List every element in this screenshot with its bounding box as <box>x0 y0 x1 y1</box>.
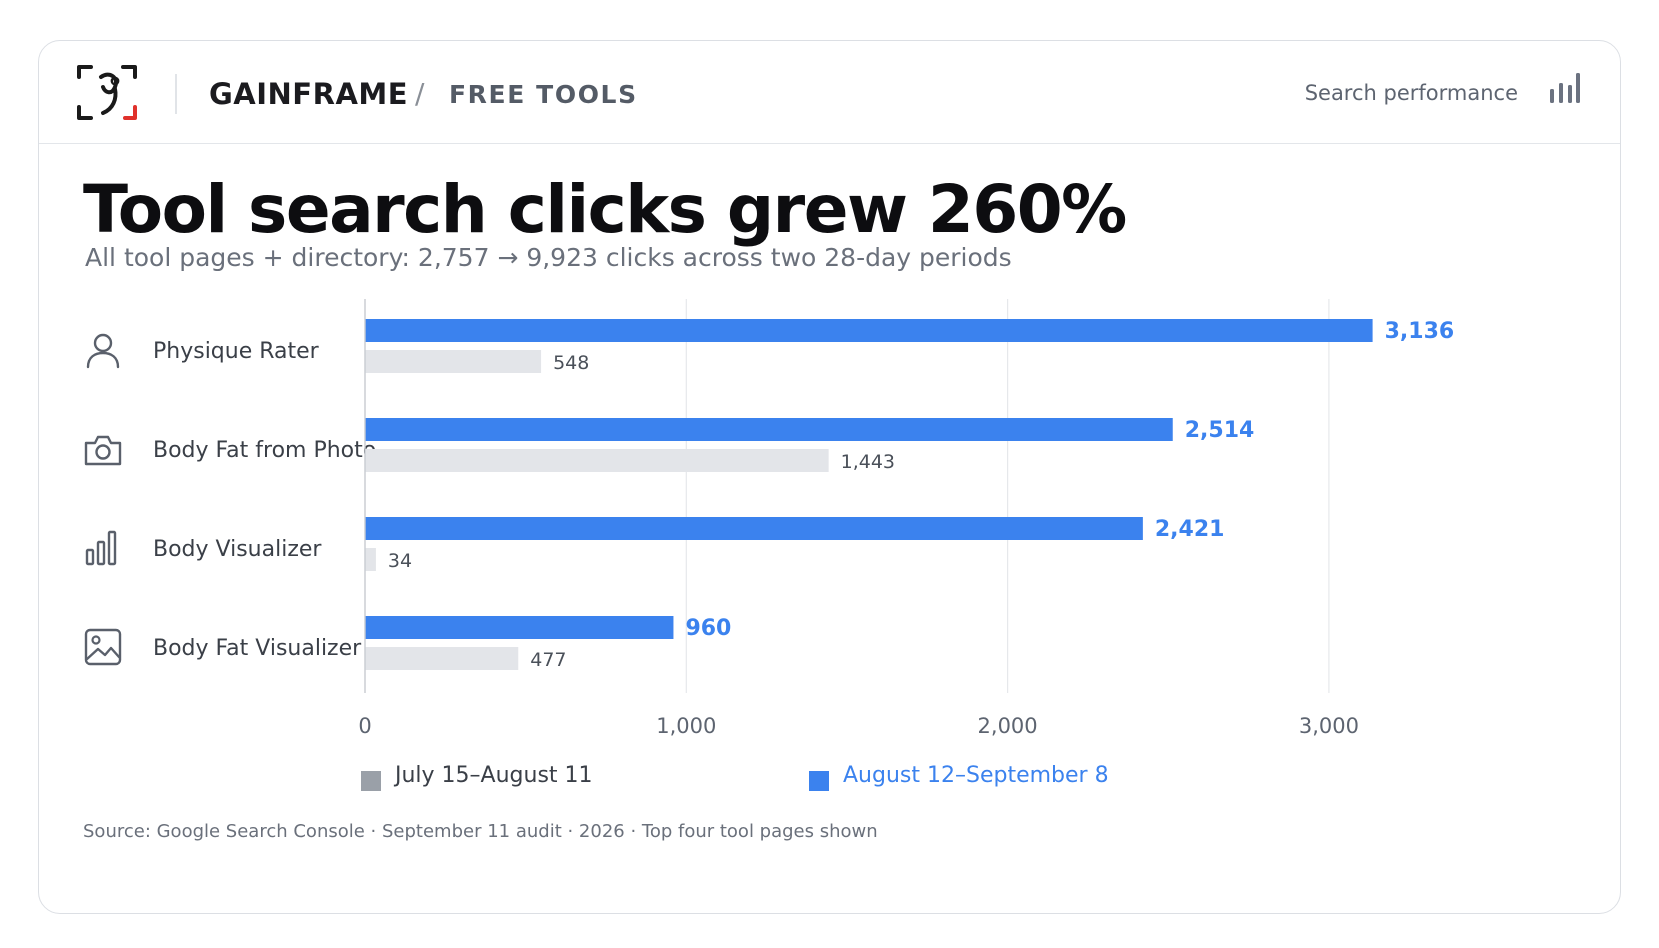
legend-swatch-current <box>809 771 829 791</box>
chart-card: GAINFRAME / FREE TOOLS Search performanc… <box>38 40 1621 914</box>
x-tick-label: 0 <box>358 714 371 738</box>
category-label: Physique Rater <box>153 339 320 364</box>
page-subtitle: All tool pages + directory: 2,757 → 9,92… <box>85 243 1012 272</box>
bar-previous <box>365 647 519 670</box>
page-title: Tool search clicks grew 260% <box>83 171 1127 248</box>
image-icon <box>84 628 122 666</box>
camera-icon <box>84 435 122 466</box>
value-label-previous: 548 <box>553 352 589 374</box>
user-icon <box>86 333 120 369</box>
x-tick-label: 3,000 <box>1299 714 1359 738</box>
legend-swatch-previous <box>361 771 381 791</box>
header-bar: GAINFRAME / FREE TOOLS Search performanc… <box>39 41 1620 144</box>
x-tick-label: 2,000 <box>978 714 1038 738</box>
bar-current <box>365 418 1173 441</box>
category-label: Body Fat Visualizer <box>153 636 362 661</box>
value-label-current: 2,514 <box>1185 418 1255 443</box>
legend-label-previous: July 15–August 11 <box>395 763 593 788</box>
bar-current <box>365 616 674 639</box>
brand-name[interactable]: GAINFRAME <box>209 77 409 111</box>
value-label-previous: 1,443 <box>841 451 895 473</box>
bar-chart-icon[interactable] <box>1548 71 1582 107</box>
value-label-current: 2,421 <box>1155 517 1225 542</box>
x-tick-label: 1,000 <box>656 714 716 738</box>
search-performance-label: Search performance <box>1304 81 1518 105</box>
bar-current <box>365 517 1143 540</box>
bar-previous <box>365 548 376 571</box>
value-label-previous: 477 <box>530 649 566 671</box>
value-label-current: 3,136 <box>1385 319 1455 344</box>
value-label-current: 960 <box>685 616 731 641</box>
category-label: Body Visualizer <box>153 537 322 562</box>
breadcrumb-section[interactable]: FREE TOOLS <box>449 80 638 109</box>
category-label: Body Fat from Photo <box>153 438 376 463</box>
value-label-previous: 34 <box>388 550 412 572</box>
breadcrumb-separator: / <box>415 77 425 110</box>
bar-previous <box>365 350 542 373</box>
bar-previous <box>365 449 829 472</box>
bar-chart-icon <box>85 530 117 566</box>
legend-label-current: August 12–September 8 <box>843 763 1109 788</box>
gainframe-logo-icon[interactable] <box>75 63 141 123</box>
source-footer: Source: Google Search Console · Septembe… <box>83 821 878 842</box>
header-divider <box>175 74 177 114</box>
bar-current <box>365 319 1373 342</box>
bar-chart: 0 1,000 2,000 3,000 Physique Rater 3,136 548 Bo… <box>84 299 1455 738</box>
